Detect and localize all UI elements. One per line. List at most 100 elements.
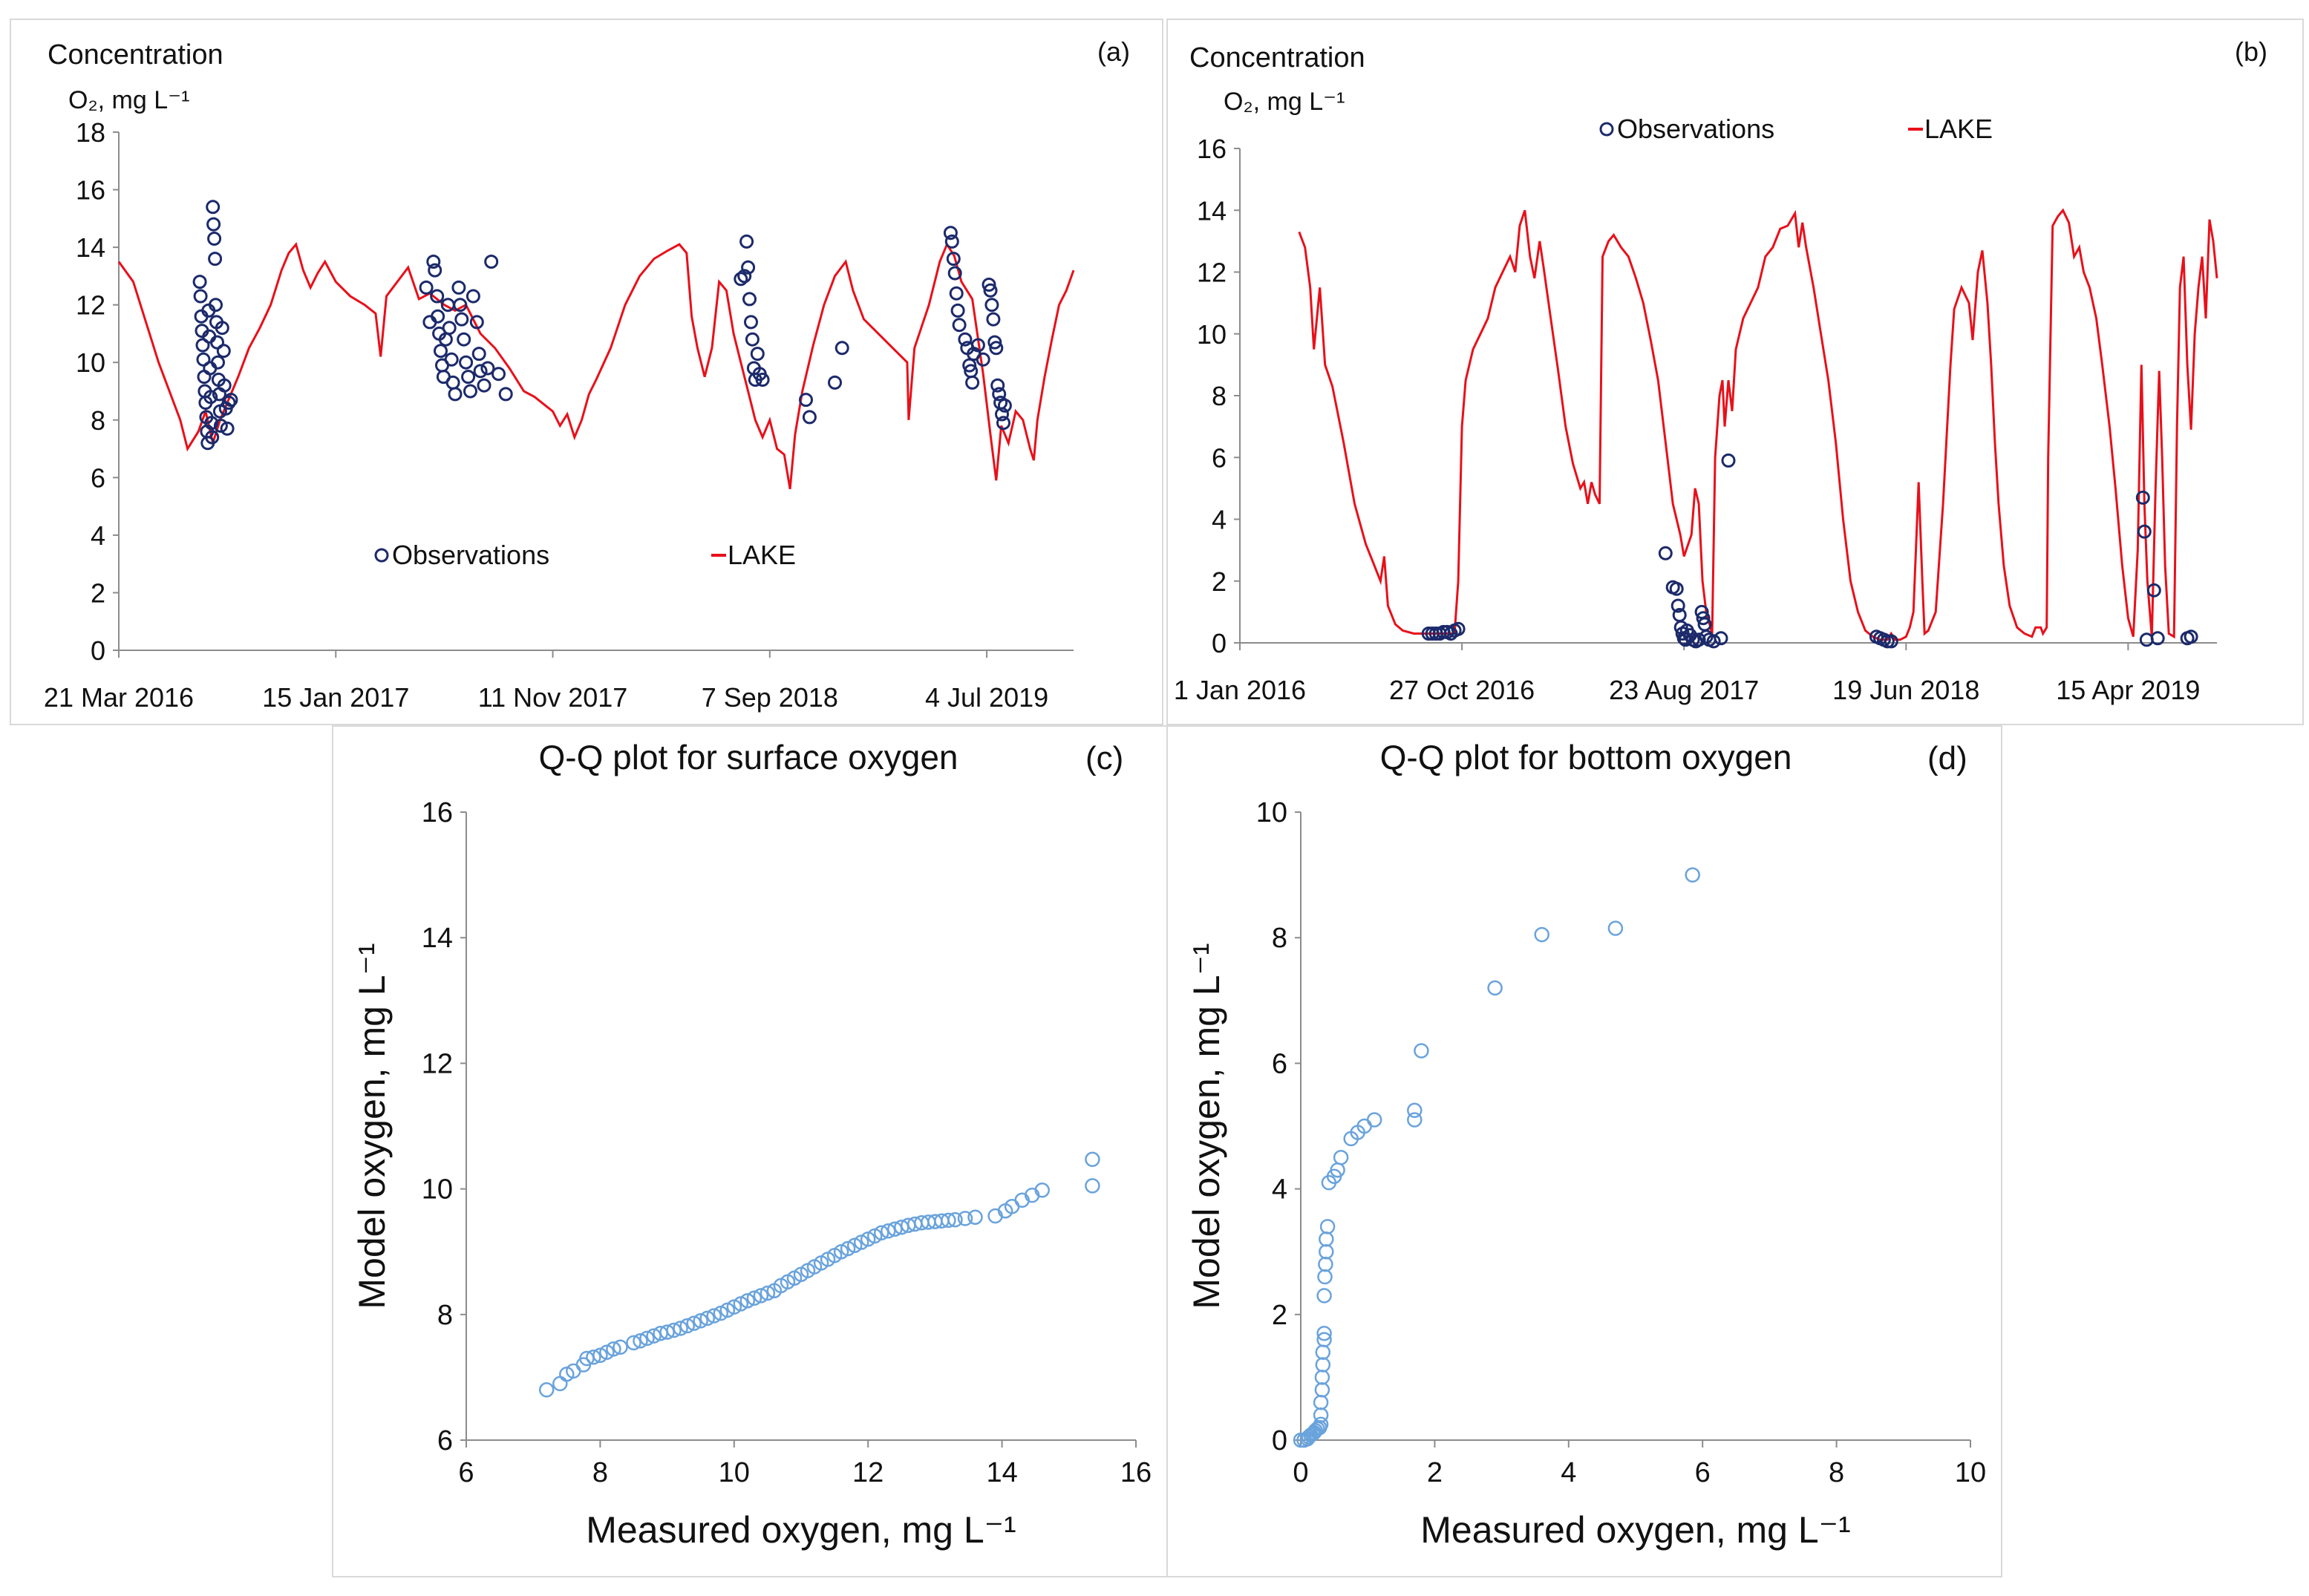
chart-a-observation-point: [755, 373, 770, 387]
chart-c-data-point: [646, 1328, 662, 1344]
chart-a-observations: [192, 200, 1012, 451]
chart-a-ytick-label-3: 6: [91, 462, 105, 493]
chart-a-observation-point: [741, 260, 756, 275]
chart-a-observation-point: [223, 393, 238, 408]
chart-a-observation-point: [498, 387, 513, 402]
chart-c-data-point: [673, 1321, 688, 1336]
chart-a-observation-point: [451, 280, 466, 295]
chart-a-xtick-label-2: 11 Nov 2017: [478, 682, 627, 713]
chart-c-data-point: [739, 1292, 756, 1309]
chart-a-observation-point: [215, 321, 229, 336]
chart-b-model-line: [1298, 208, 2218, 641]
chart-d-ytick-label-1: 2: [1272, 1300, 1287, 1331]
chart-a-ytick-label-7: 14: [76, 232, 105, 263]
chart-c-data-point: [873, 1225, 889, 1241]
chart-a-observation-point: [210, 335, 224, 350]
chart-a-observation-point: [459, 355, 474, 370]
chart-c-data-point: [613, 1339, 628, 1355]
chart-a-observation-point: [984, 298, 999, 313]
chart-b-observation-point: [2135, 490, 2150, 505]
chart-a-observation-point: [982, 278, 996, 292]
chart-d-data-point: [1607, 920, 1624, 936]
chart-a-observation-point: [739, 234, 754, 249]
chart-c-xtick-label-5: 16: [1120, 1457, 1152, 1488]
chart-d-data-point: [1319, 1243, 1334, 1260]
chart-c-ytick-label-0: 6: [437, 1425, 453, 1456]
chart-c-data-point: [760, 1285, 776, 1301]
chart-d-data-point: [1316, 1325, 1332, 1341]
chart-a-observation-point: [737, 269, 752, 284]
chart-c: Q-Q plot for surface oxygen (c) 6 8 10 1…: [351, 738, 1152, 1551]
chart-d-data-point: [1314, 1370, 1330, 1385]
chart-b-observation-point: [1443, 627, 1458, 641]
chart-c-ytick-label-1: 8: [437, 1300, 453, 1331]
chart-d-xtick-label-1: 2: [1427, 1457, 1443, 1488]
chart-a-observation-point: [992, 387, 1007, 402]
chart-d-data-point: [1316, 1288, 1332, 1304]
chart-a-observation-point: [217, 378, 232, 393]
chart-a-xtick-label-0: 21 Mar 2016: [44, 682, 194, 713]
chart-a-observation-point: [996, 416, 1010, 431]
chart-b-observation-point: [1696, 611, 1711, 626]
chart-a-observation-point: [946, 252, 961, 266]
chart-a-observation-point: [457, 332, 471, 347]
panel-d-frame: [1166, 725, 2002, 1577]
chart-b-observations: [1421, 453, 2198, 649]
chart-b: Concentration O₂, mg L⁻¹ (b) 0 2 4 6 8 1…: [1174, 36, 2267, 705]
chart-a-observation-point: [453, 298, 468, 313]
chart-a-ylabel-line2: O₂, mg L⁻¹: [68, 86, 189, 114]
chart-b-xtick-label-3: 19 Jun 2018: [1832, 675, 1979, 705]
chart-b-observation-point: [1669, 581, 1684, 596]
chart-c-xtick-label-1: 8: [592, 1457, 608, 1488]
chart-a-observation-point: [742, 292, 757, 307]
chart-c-data-point: [699, 1310, 715, 1327]
chart-a-ytick-label-6: 12: [76, 290, 105, 321]
chart-c-data-point: [633, 1333, 648, 1349]
chart-d-ytick-label-4: 8: [1272, 923, 1287, 954]
chart-c-yticks: 6 8 10 12 14 16: [422, 797, 466, 1456]
chart-a-observation-point: [196, 352, 211, 367]
chart-a-xtick-label-4: 4 Jul 2019: [925, 682, 1048, 713]
chart-a-observation-point: [484, 255, 499, 269]
chart-b-observation-point: [2139, 632, 2154, 647]
chart-c-data-point: [686, 1315, 702, 1331]
chart-c-data-point: [1034, 1183, 1050, 1198]
chart-b-observation-point: [2150, 631, 2165, 646]
chart-a-ytick-label-9: 18: [76, 117, 105, 148]
chart-b-ytick-label-6: 12: [1197, 258, 1227, 288]
chart-b-observation-point: [1691, 632, 1706, 647]
chart-a-observation-point: [193, 289, 208, 304]
chart-a-observation-point: [802, 410, 817, 425]
chart-b-xtick-label-4: 15 Apr 2019: [2056, 675, 2200, 705]
chart-b-xticks: 1 Jan 2016 27 Oct 2016 23 Aug 2017 19 Ju…: [1174, 643, 2200, 705]
chart-a-ytick-label-8: 16: [76, 175, 105, 206]
chart-a-observation-point: [828, 375, 842, 390]
chart-a-observation-point: [211, 355, 225, 370]
chart-d-data-point: [1314, 1382, 1330, 1398]
chart-c-data-point: [586, 1350, 601, 1365]
chart-b-ytick-label-1: 2: [1212, 566, 1227, 597]
chart-d-data-point: [1487, 980, 1503, 996]
chart-c-data-point: [941, 1212, 956, 1229]
chart-a-legend-observations-marker: [374, 548, 389, 563]
chart-a-observation-point: [949, 286, 964, 301]
chart-d-data-point: [1313, 1416, 1329, 1433]
chart-c-data-point: [706, 1308, 722, 1324]
chart-a-observation-point: [473, 364, 488, 379]
chart-a-legend-observations-label: Observations: [392, 540, 549, 570]
chart-a: Concentration O₂, mg L⁻¹ (a) 0 2 4 6 8 1…: [44, 36, 1130, 713]
chart-a-observation-point: [986, 312, 1001, 327]
chart-c-data-point: [746, 1290, 762, 1306]
chart-c-data-point: [626, 1335, 641, 1351]
chart-d-data-point: [1319, 1232, 1334, 1247]
chart-a-observation-point: [976, 352, 990, 367]
chart-d-data-point: [1315, 1357, 1331, 1373]
chart-a-ytick-label-1: 2: [91, 578, 105, 608]
chart-a-observation-point: [205, 430, 220, 445]
chart-a-observation-point: [220, 421, 235, 436]
chart-c-ylabel: Model oxygen, mg L⁻¹: [351, 943, 393, 1309]
chart-a-observation-point: [970, 338, 985, 353]
chart-c-xtick-label-3: 12: [852, 1457, 884, 1488]
chart-b-observation-point: [2137, 524, 2152, 539]
chart-d-data-point: [1534, 926, 1549, 943]
